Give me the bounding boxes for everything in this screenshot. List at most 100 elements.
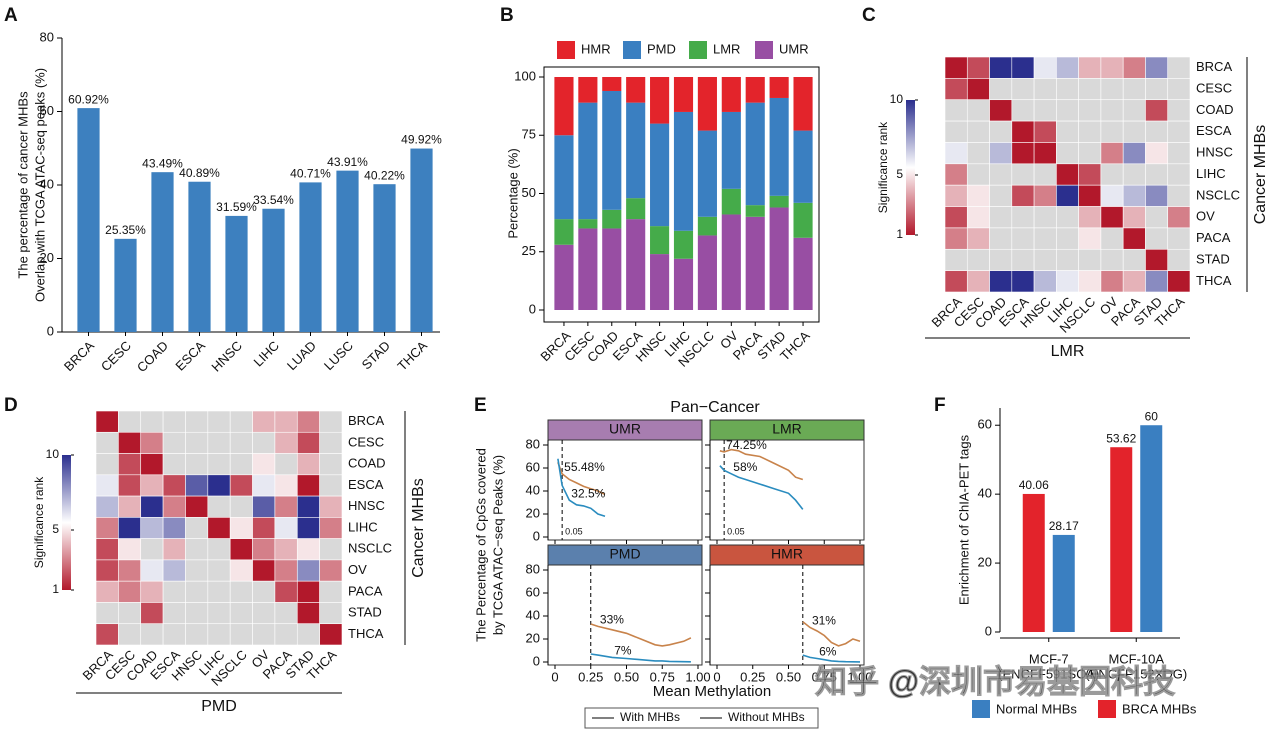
axis-title: The Percentage of CpGs covered: [473, 448, 488, 642]
empty-cell: [207, 453, 231, 476]
bar-segment: [578, 102, 598, 220]
heatmap-cell: [95, 623, 119, 646]
threshold-label: 0.05: [727, 526, 745, 536]
legend-swatch: [557, 41, 575, 59]
empty-cell: [207, 559, 231, 582]
empty-cell: [274, 623, 298, 646]
axis-title: Overlap with TCGA ATAC-seq peaks (%): [32, 68, 47, 302]
axis-title: Percentage (%): [505, 148, 520, 238]
empty-cell: [140, 623, 164, 646]
empty-cell: [229, 410, 253, 433]
empty-cell: [185, 580, 209, 603]
y-tick-label: 40: [978, 486, 992, 501]
line-series: [719, 465, 804, 510]
axis-title: Cancer MHBs: [410, 478, 427, 578]
heatmap-cell: [140, 602, 164, 625]
empty-cell: [1167, 248, 1191, 271]
heatmap-cell: [1100, 270, 1124, 293]
empty-cell: [162, 623, 186, 646]
row-label: HNSC: [348, 498, 385, 513]
empty-cell: [966, 142, 990, 165]
heatmap-cell: [944, 227, 968, 250]
empty-cell: [944, 120, 968, 143]
heatmap-cell: [944, 142, 968, 165]
bar-segment: [554, 77, 574, 136]
heatmap-cell: [118, 559, 142, 582]
heatmap-cell: [185, 474, 209, 497]
empty-cell: [1100, 120, 1124, 143]
heatmap-cell: [229, 474, 253, 497]
colorbar: [906, 100, 915, 235]
heatmap-cell: [274, 538, 298, 561]
x-tick-label: STAD: [359, 338, 393, 372]
annotation: 6%: [819, 645, 837, 659]
heatmap-cell: [95, 474, 119, 497]
empty-cell: [207, 602, 231, 625]
heatmap-cell: [1145, 248, 1169, 271]
empty-cell: [1122, 99, 1146, 122]
empty-cell: [207, 580, 231, 603]
legend-swatch: [972, 700, 990, 718]
empty-cell: [162, 410, 186, 433]
heatmap-cell: [1078, 56, 1102, 79]
x-tick-label: LUSC: [321, 338, 356, 373]
colorbar-tick-label: 10: [46, 447, 60, 461]
empty-cell: [118, 410, 142, 433]
empty-cell: [118, 602, 142, 625]
empty-cell: [252, 431, 276, 454]
bar: [151, 172, 174, 332]
empty-cell: [319, 410, 343, 433]
empty-cell: [1167, 142, 1191, 165]
empty-cell: [989, 248, 1013, 271]
colorbar-title: Significance rank: [32, 476, 46, 568]
y-tick-label: 75: [522, 127, 536, 142]
empty-cell: [1011, 99, 1035, 122]
value-label: 40.22%: [364, 168, 405, 182]
empty-cell: [989, 120, 1013, 143]
bar-segment: [673, 77, 694, 112]
line-series: [719, 448, 804, 481]
heatmap-cell: [944, 270, 968, 293]
empty-cell: [1145, 78, 1169, 101]
heatmap-cell: [1011, 120, 1035, 143]
axis-title: Enrichment of ChIA-PET tags: [956, 434, 971, 605]
y-tick-label: 60: [40, 103, 54, 118]
empty-cell: [1122, 120, 1146, 143]
bar-segment: [578, 77, 598, 103]
bar: [1052, 534, 1075, 632]
empty-cell: [1100, 227, 1124, 250]
empty-cell: [1056, 227, 1079, 250]
bar-segment: [721, 188, 741, 215]
heatmap-cell: [252, 495, 276, 518]
row-label: PACA: [1196, 230, 1231, 245]
empty-cell: [207, 623, 231, 646]
colorbar-tick-label: 10: [890, 92, 904, 106]
heatmap-cell: [1011, 184, 1035, 207]
empty-cell: [207, 538, 231, 561]
heatmap-cell: [989, 142, 1013, 165]
heatmap-cell: [1078, 206, 1102, 229]
heatmap-cell: [207, 517, 231, 539]
bar-segment: [602, 228, 622, 310]
value-label: 60.92%: [68, 92, 109, 106]
value-label: 53.62: [1106, 431, 1136, 445]
heatmap-cell: [296, 453, 320, 476]
heatmap-cell: [296, 410, 320, 433]
heatmap-cell: [1122, 56, 1146, 79]
bar-segment: [673, 230, 694, 259]
y-tick-label: 0: [529, 301, 536, 316]
bar-segment: [721, 214, 741, 310]
empty-cell: [185, 517, 209, 539]
heatmap-cell: [95, 517, 119, 539]
x-tick-label: 0.25: [578, 669, 603, 684]
heatmap-cell: [274, 580, 298, 603]
empty-cell: [207, 431, 231, 454]
x-tick-label: 0.50: [776, 669, 801, 684]
empty-cell: [1056, 78, 1079, 101]
y-tick-label: 40: [526, 607, 540, 622]
line-series: [802, 621, 861, 647]
bar-segment: [626, 102, 646, 199]
row-label: CESC: [1196, 80, 1232, 95]
annotation: 58%: [733, 460, 757, 474]
row-label: COAD: [348, 456, 386, 471]
